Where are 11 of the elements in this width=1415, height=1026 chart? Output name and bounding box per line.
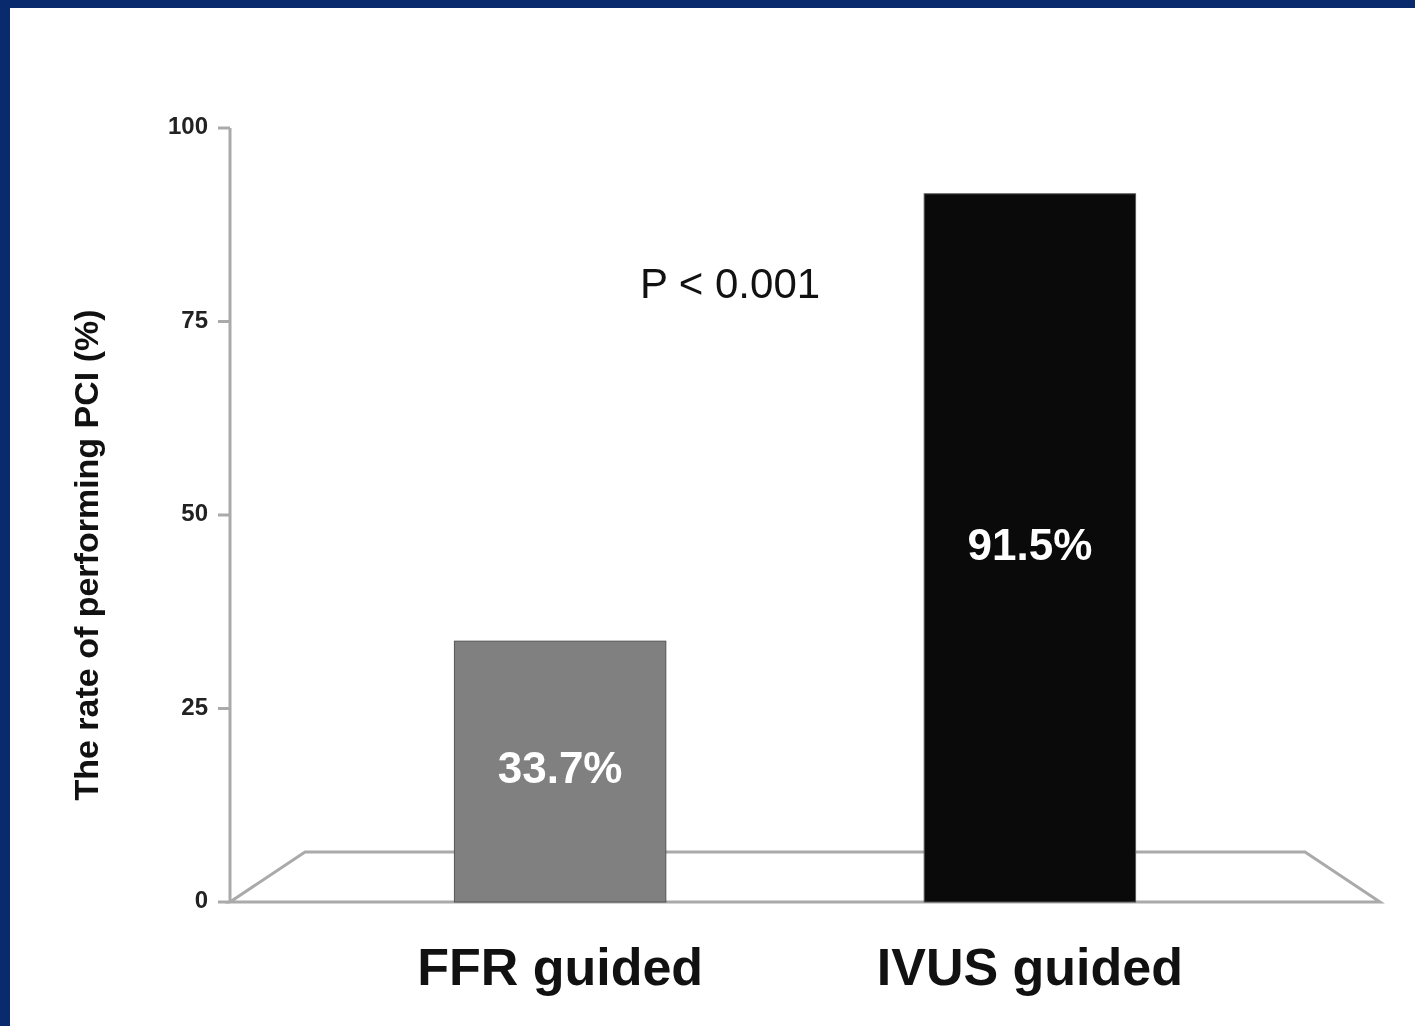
y-tick-label: 25: [181, 692, 208, 720]
x-tick-label: FFR guided: [417, 938, 704, 996]
y-tick-label: 0: [194, 886, 208, 914]
x-tick-label: IVUS guided: [876, 938, 1184, 996]
data-label: 91.5%: [967, 519, 1093, 569]
y-tick-label: 100: [167, 112, 208, 140]
data-label: 33.7%: [497, 743, 623, 793]
annotation: P < 0.001: [639, 260, 821, 307]
y-axis-title: The rate of performing PCI (%): [67, 309, 105, 801]
y-tick-label: 50: [181, 499, 208, 527]
y-tick-label: 75: [181, 305, 208, 333]
